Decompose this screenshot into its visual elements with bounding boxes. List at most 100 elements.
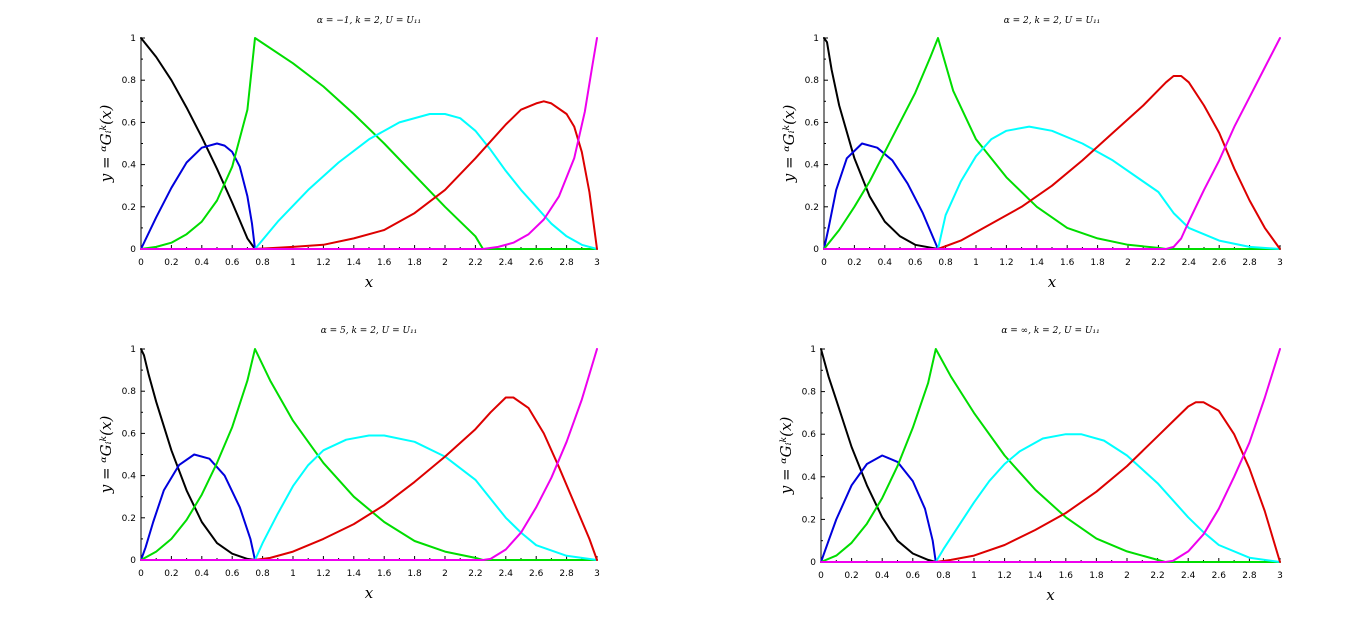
- y-tick-label: 1: [810, 345, 816, 355]
- series-line-5: [140, 396, 598, 561]
- chart-title: α = 2, k = 2, U = U₁₁: [1004, 16, 1101, 26]
- series-line-1: [140, 348, 256, 561]
- x-tick-label: 1.6: [377, 258, 392, 268]
- x-tick-label: 2.2: [1150, 571, 1164, 581]
- x-tick-label: 2.2: [1151, 258, 1165, 268]
- x-tick-label: 0.4: [878, 258, 893, 268]
- x-tick-label: 2: [1124, 571, 1130, 581]
- x-tick-label: 1.8: [407, 569, 422, 579]
- y-tick-label: 0.4: [122, 161, 137, 171]
- x-tick-label: 2.6: [1212, 571, 1227, 581]
- x-axis-label: x: [1048, 273, 1057, 291]
- x-tick-label: 3: [594, 569, 600, 579]
- chart-panel-3: α = 5, k = 2, U = U₁₁ 0 0.2 0.4 0.6 0.8 1 1.2 1.…: [97, 326, 600, 602]
- x-tick-label: 1: [290, 258, 296, 268]
- x-tick-label: 0.6: [908, 258, 923, 268]
- x-tick-label: 1.4: [1028, 571, 1043, 581]
- x-tick-label: 0.6: [906, 571, 921, 581]
- series-line-2: [823, 142, 939, 250]
- series-line-5: [140, 100, 598, 250]
- y-tick-label: 0.4: [122, 472, 137, 482]
- y-tick-label: 0.2: [122, 203, 136, 213]
- series-line-3: [140, 348, 598, 561]
- series-line-2: [820, 454, 937, 563]
- y-tick-label: 1: [130, 345, 136, 355]
- x-tick-label: 1.6: [377, 569, 392, 579]
- x-tick-label: 0.6: [225, 569, 240, 579]
- series-line-4: [823, 125, 1281, 250]
- x-axis-label: x: [365, 584, 374, 602]
- x-tick-label: 1.4: [347, 258, 362, 268]
- x-tick-label: 0.2: [164, 258, 178, 268]
- x-tick-label: 0.4: [195, 258, 210, 268]
- y-tick-label: 0.6: [122, 118, 137, 128]
- x-tick-label: 0.8: [938, 258, 953, 268]
- x-tick-label: 1: [973, 258, 979, 268]
- x-tick-label: 2.2: [468, 258, 482, 268]
- y-tick-label: 0.6: [805, 118, 820, 128]
- x-tick-label: 0.4: [875, 571, 890, 581]
- x-tick-label: 1.6: [1059, 571, 1074, 581]
- x-tick-label: 2: [442, 258, 448, 268]
- x-tick-label: 2: [442, 569, 448, 579]
- x-tick-label: 1.2: [316, 569, 330, 579]
- series-line-4: [140, 113, 598, 250]
- chart-title: α = ∞, k = 2, U = U₁₁: [1001, 326, 1099, 336]
- x-tick-label: 1.2: [316, 258, 330, 268]
- y-tick-label: 0.2: [122, 514, 136, 524]
- x-tick-label: 2.8: [1242, 258, 1257, 268]
- y-axis-label: y = ᵅGᵢᵏ(x): [777, 417, 795, 496]
- series-line-6: [140, 348, 598, 561]
- x-tick-label: 2.6: [529, 569, 544, 579]
- chart-title: α = −1, k = 2, U = U₁₁: [317, 16, 421, 26]
- y-tick-label: 1: [813, 34, 819, 44]
- x-tick-label: 2.4: [499, 258, 514, 268]
- y-tick-label: 0.4: [805, 161, 820, 171]
- x-tick-label: 2: [1125, 258, 1131, 268]
- y-tick-label: 0: [810, 558, 816, 568]
- series-line-3: [140, 37, 598, 250]
- chart-panel-2: α = 2, k = 2, U = U₁₁ 0 0.2 0.4 0.6 0.8 1 1.2 1.…: [780, 16, 1283, 291]
- x-tick-label: 1.8: [1090, 258, 1105, 268]
- x-tick-label: 2.6: [529, 258, 544, 268]
- x-tick-label: 1.2: [999, 258, 1013, 268]
- x-tick-label: 3: [1277, 258, 1283, 268]
- x-tick-label: 0: [138, 258, 144, 268]
- series-line-5: [823, 75, 1281, 250]
- x-tick-label: 0.4: [195, 569, 210, 579]
- x-tick-label: 0.2: [844, 571, 858, 581]
- y-tick-label: 0.8: [122, 387, 137, 397]
- series-line-1: [823, 37, 939, 250]
- x-axis-label: x: [1046, 586, 1055, 604]
- series-line-3: [820, 348, 1281, 563]
- chart-title: α = 5, k = 2, U = U₁₁: [321, 326, 418, 336]
- x-tick-label: 1.4: [1030, 258, 1045, 268]
- series-line-4: [140, 434, 598, 561]
- series-line-5: [820, 401, 1281, 563]
- x-tick-label: 0.8: [936, 571, 951, 581]
- series-line-6: [823, 37, 1281, 250]
- x-tick-label: 2.2: [468, 569, 482, 579]
- y-axis-label: y = ᵅGᵢᵏ(x): [97, 416, 115, 495]
- x-tick-label: 1.8: [407, 258, 422, 268]
- x-tick-label: 2.8: [1242, 571, 1257, 581]
- x-tick-label: 0.2: [847, 258, 861, 268]
- x-tick-label: 0.8: [255, 258, 270, 268]
- y-tick-label: 0: [813, 245, 819, 255]
- x-tick-label: 2.4: [1182, 258, 1197, 268]
- x-tick-label: 0.6: [225, 258, 240, 268]
- chart-panel-1: α = −1, k = 2, U = U₁₁ 0 0.2 0.4 0.6 0.8 1 1.2 1…: [97, 16, 600, 291]
- x-tick-label: 1.4: [347, 569, 362, 579]
- x-tick-label: 1.2: [997, 571, 1011, 581]
- series-line-1: [820, 348, 937, 563]
- series-line-6: [820, 348, 1281, 563]
- x-tick-label: 0.8: [255, 569, 270, 579]
- y-axis-label: y = ᵅGᵢᵏ(x): [97, 105, 115, 184]
- y-tick-label: 0.8: [805, 76, 820, 86]
- x-tick-label: 0: [138, 569, 144, 579]
- series-line-4: [820, 433, 1281, 563]
- x-tick-label: 3: [1277, 571, 1283, 581]
- x-tick-label: 0: [818, 571, 824, 581]
- x-axis-label: x: [365, 273, 374, 291]
